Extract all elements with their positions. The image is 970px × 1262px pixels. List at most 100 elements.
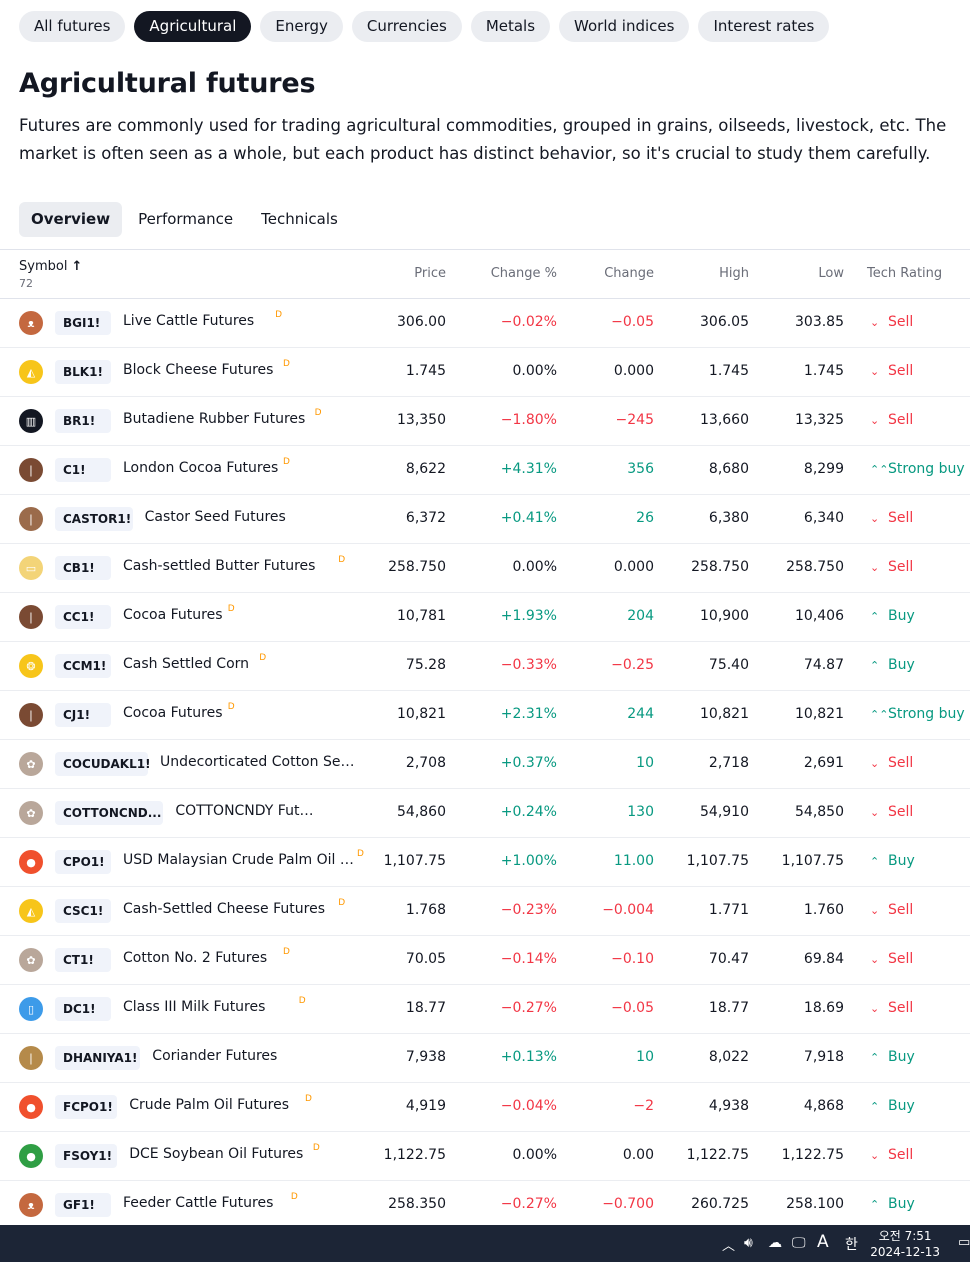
symbol-name[interactable]: Live Cattle Futures [123,313,255,329]
symbol-name[interactable]: Cocoa Futures [123,705,223,721]
table-row[interactable]: ◭ CSC1! Cash-Settled Cheese Futures D 1.768 −… [0,887,970,936]
ticker-badge[interactable]: CC1! [55,605,111,629]
table-row[interactable]: ● CPO1! USD Malaysian Crude Palm Oil Ca...… [0,838,970,887]
category-tab-currencies[interactable]: Currencies [351,11,462,42]
chevron-down-icon: ⌄ [870,365,880,378]
category-tab-energy[interactable]: Energy [260,11,343,42]
table-row[interactable]: ❘ DHANIYA1! Coriander Futures 7,938 +0.13% 10… [0,1034,970,1083]
table-row[interactable]: ᴥ GF1! Feeder Cattle Futures D 258.350 −0.27%… [0,1181,970,1230]
table-row[interactable]: ✿ CT1! Cotton No. 2 Futures D 70.05 −0.14% −0.… [0,936,970,985]
change-pct-cell: −0.02% [500,314,557,330]
cow-icon: ᴥ [19,311,43,335]
change-pct-cell: +1.93% [500,608,557,624]
table-row[interactable]: ▯ DC1! Class III Milk Futures D 18.77 −0.27% −… [0,985,970,1034]
ticker-badge[interactable]: COCUDAKL1! [55,752,151,776]
header-change-pct[interactable]: Change % [490,266,557,281]
header-high[interactable]: High [719,266,749,281]
notification-icon[interactable]: ▭ [958,1235,970,1250]
ticker-badge[interactable]: CPO1! [55,850,111,874]
symbol-name[interactable]: Cash Settled Corn [123,656,250,672]
clock[interactable]: 오전 7:51 2024-12-13 [870,1228,940,1260]
ticker-badge[interactable]: GF1! [55,1193,111,1217]
soy-drop-icon: ● [19,1144,43,1168]
symbol-name[interactable]: Cash-Settled Cheese Futures [123,901,326,917]
ticker-badge[interactable]: FSOY1! [55,1144,118,1168]
table-row[interactable]: ● FSOY1! DCE Soybean Oil Futures D 1,122.75 0… [0,1132,970,1181]
ticker-badge[interactable]: COTTONCND... [55,801,164,825]
seed-icon: ❘ [19,1046,43,1070]
symbol-name[interactable]: Butadiene Rubber Futures [123,411,306,427]
header-low[interactable]: Low [818,266,844,281]
rating-label: Sell [888,412,914,428]
category-tab-metals[interactable]: Metals [470,11,551,42]
ticker-badge[interactable]: BGI1! [55,311,111,335]
table-row[interactable]: ◭ BLK1! Block Cheese Futures D 1.745 0.00% 0.0… [0,348,970,397]
table-row[interactable]: ❘ CC1! Cocoa Futures D 10,781 +1.93% 204 10,900… [0,593,970,642]
tech-rating: ⌃⌃Strong buy [870,706,965,722]
symbol-name[interactable]: London Cocoa Futures [123,460,279,476]
category-tab-interest-rates[interactable]: Interest rates [698,11,830,42]
tab-technicals[interactable]: Technicals [261,210,338,228]
symbol-name[interactable]: USD Malaysian Crude Palm Oil Ca... [123,852,355,868]
cloud-icon[interactable]: ☁︎ [768,1235,782,1251]
ticker-badge[interactable]: FCPO1! [55,1095,118,1119]
change-pct-cell: +1.00% [500,853,557,869]
category-tab-world-indices[interactable]: World indices [559,11,690,42]
table-row[interactable]: ᴥ BGI1! Live Cattle Futures D 306.00 −0.02% −0… [0,299,970,348]
ticker-badge[interactable]: BLK1! [55,360,111,384]
chevron-up-icon: ⌃ [870,659,880,672]
chevron-up-icon: ⌃ [870,855,880,868]
symbol-name[interactable]: Class III Milk Futures [123,999,266,1015]
change-pct-cell: −0.23% [500,902,557,918]
symbol-name[interactable]: COTTONCNDY Futures [175,803,318,819]
ticker-badge[interactable]: CB1! [55,556,111,580]
ticker-badge[interactable]: CSC1! [55,899,111,923]
symbol-name[interactable]: Block Cheese Futures [123,362,274,378]
speaker-icon[interactable]: 🔊︎ [744,1235,753,1251]
ticker-badge[interactable]: C1! [55,458,111,482]
ticker-badge[interactable]: CCM1! [55,654,111,678]
ticker-badge[interactable]: CT1! [55,948,111,972]
tab-performance[interactable]: Performance [138,210,234,228]
symbol-name[interactable]: Cotton No. 2 Futures [123,950,268,966]
ime-mode[interactable]: A [817,1232,829,1252]
tab-overview[interactable]: Overview [19,202,123,237]
header-symbol[interactable]: Symbol ↑ [19,259,82,274]
category-tab-all-futures[interactable]: All futures [19,11,126,42]
symbol-name[interactable]: Crude Palm Oil Futures [129,1097,290,1113]
change-cell: 356 [627,461,654,477]
header-price[interactable]: Price [414,266,446,281]
ticker-badge[interactable]: CJ1! [55,703,111,727]
symbol-name[interactable]: Undecorticated Cotton Seed ... [160,754,355,770]
low-cell: 13,325 [795,412,844,428]
ime-hangul[interactable]: 한 [845,1237,858,1253]
network-icon[interactable]: 🖵︎ [792,1235,806,1251]
header-change[interactable]: Change [604,266,654,281]
table-row[interactable]: ❘ CASTOR1! Castor Seed Futures 6,372 +0.41% 2… [0,495,970,544]
symbol-name[interactable]: DCE Soybean Oil Futures [129,1146,304,1162]
symbol-name[interactable]: Cocoa Futures [123,607,223,623]
high-cell: 306.05 [700,314,749,330]
table-row[interactable]: ❘ C1! London Cocoa Futures D 8,622 +4.31% 356 8… [0,446,970,495]
ticker-badge[interactable]: CASTOR1! [55,507,133,531]
table-row[interactable]: ▥ BR1! Butadiene Rubber Futures D 13,350 −1.8… [0,397,970,446]
cocoa-icon: ❘ [19,458,43,482]
table-row[interactable]: ✿ COTTONCND... COTTONCNDY Futures 54,860 +0.… [0,789,970,838]
symbol-name[interactable]: Feeder Cattle Futures [123,1195,274,1211]
table-row[interactable]: ❘ CJ1! Cocoa Futures D 10,821 +2.31% 244 10,821… [0,691,970,740]
category-tab-agricultural[interactable]: Agricultural [134,11,252,42]
ticker-badge[interactable]: DC1! [55,997,111,1021]
table-row[interactable]: ▭ CB1! Cash-settled Butter Futures D 258.750… [0,544,970,593]
table-row[interactable]: ✿ COCUDAKL1! Undecorticated Cotton Seed ..… [0,740,970,789]
ticker-badge[interactable]: BR1! [55,409,111,433]
chevron-up-icon[interactable]: ︿ [722,1239,736,1254]
symbol-name[interactable]: Castor Seed Futures [144,509,286,525]
header-tech-rating[interactable]: Tech Rating [867,266,943,281]
table-row[interactable]: ❂ CCM1! Cash Settled Corn D 75.28 −0.33% −0.25… [0,642,970,691]
chevron-up-icon: ⌃ [870,1051,880,1064]
ticker-badge[interactable]: DHANIYA1! [55,1046,141,1070]
cotton-icon: ✿ [19,801,43,825]
table-row[interactable]: ● FCPO1! Crude Palm Oil Futures D 4,919 −0.04… [0,1083,970,1132]
symbol-name[interactable]: Cash-settled Butter Futures [123,558,316,574]
symbol-name[interactable]: Coriander Futures [152,1048,278,1064]
